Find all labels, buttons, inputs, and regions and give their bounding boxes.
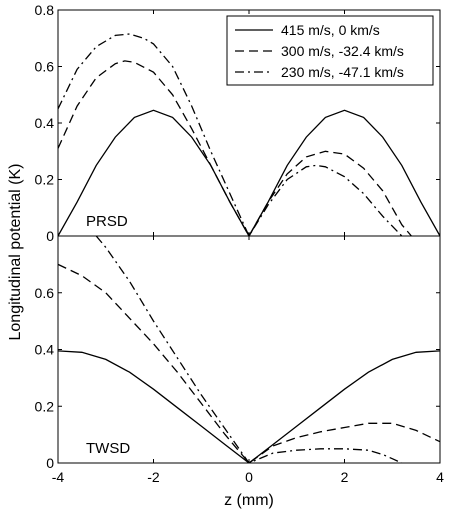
x-tick-label: -2 <box>147 469 160 485</box>
panel-twsd: -4 -2 0 2 4 0 0.2 0.4 0.6 TWSD <box>35 235 444 485</box>
series-line-solid <box>58 350 440 463</box>
panel-label: PRSD <box>86 213 128 230</box>
y-axis-label: Longitudinal potential (K) <box>7 163 24 340</box>
series-line-solid <box>58 109 440 236</box>
y-tick-label: 0.4 <box>35 342 55 358</box>
series-line-dashdot <box>58 33 403 236</box>
x-tick-label: 4 <box>436 469 444 485</box>
y-tick-label: 0.8 <box>35 2 55 18</box>
y-tick-label: 0.2 <box>35 398 55 414</box>
legend-entry: 230 m/s, -47.1 km/s <box>281 64 404 80</box>
plot-frame <box>57 235 441 464</box>
x-tick-label: 0 <box>245 469 253 485</box>
y-tick-label: 0 <box>46 455 54 471</box>
legend: 415 m/s, 0 km/s 300 m/s, -32.4 km/s 230 m/… <box>226 15 434 86</box>
y-tick-label: 0.6 <box>35 285 55 301</box>
x-tick-label: 2 <box>341 469 349 485</box>
y-tick-label: 0.2 <box>35 172 55 188</box>
panel-prsd: 0 0.2 0.4 0.6 0.8 PRSD 415 m/s, 0 km/s 300 m/s,… <box>35 2 441 244</box>
legend-box <box>226 15 434 86</box>
series-line-dashed <box>58 263 440 463</box>
x-tick-label: -4 <box>52 469 65 485</box>
y-tick-label: 0 <box>46 228 54 244</box>
x-axis-label: z (mm) <box>224 492 274 509</box>
panel-label: TWSD <box>86 440 130 457</box>
series-line-dashed <box>58 60 412 236</box>
legend-entry: 300 m/s, -32.4 km/s <box>281 43 404 59</box>
series-line-dashdot <box>95 236 403 463</box>
legend-entry: 415 m/s, 0 km/s <box>281 22 380 38</box>
y-tick-label: 0.6 <box>35 59 55 75</box>
y-tick-label: 0.4 <box>35 115 55 131</box>
